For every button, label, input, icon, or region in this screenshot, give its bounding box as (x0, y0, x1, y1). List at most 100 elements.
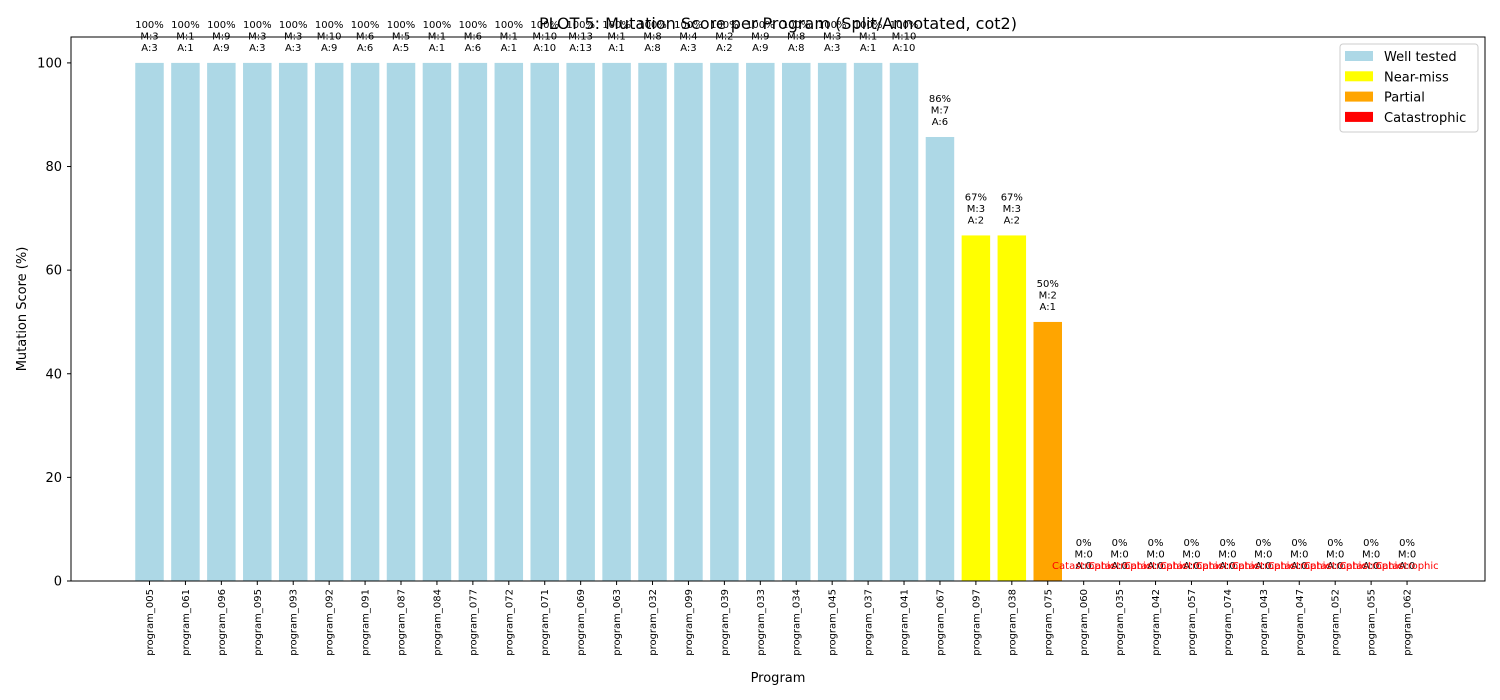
bar-program_087 (386, 62, 416, 581)
x-tick-label-program_096: program_096 (217, 589, 228, 656)
bar-label-program_052-2: A:0 (1327, 561, 1343, 572)
bar-program_091 (350, 62, 380, 581)
bar-label-program_095-0: 100% (243, 20, 272, 31)
bar-label-program_096-0: 100% (207, 20, 236, 31)
bar-label-program_096-2: A:9 (213, 43, 229, 54)
bar-program_038 (997, 235, 1027, 581)
bar-label-program_034-2: A:8 (788, 43, 804, 54)
x-tick-label-program_092: program_092 (325, 589, 336, 656)
bar-label-program_069-0: 100% (566, 20, 595, 31)
bar-program_071 (530, 62, 559, 581)
bar-label-program_062-0: 0% (1399, 538, 1415, 549)
bar-program_075 (1033, 321, 1062, 581)
bar-label-program_071-2: A:10 (533, 43, 556, 54)
bar-label-program_072-0: 100% (495, 20, 524, 31)
bar-label-program_045-2: A:3 (824, 43, 840, 54)
x-tick-label-program_038: program_038 (1007, 589, 1018, 656)
bar-label-program_092-0: 100% (315, 20, 344, 31)
bar-label-program_063-2: A:1 (608, 43, 624, 54)
x-axis: program_005 program_061 program_096 program… (145, 581, 1414, 656)
legend-label-cat: Catastrophic (1384, 111, 1466, 126)
x-tick-label-program_033: program_033 (756, 589, 767, 656)
bar-label-program_055-1: M:0 (1362, 550, 1380, 561)
x-tick-label-program_055: program_055 (1367, 589, 1378, 656)
bar-label-program_097-2: A:2 (968, 215, 984, 226)
bar-label-program_035-2: A:0 (1111, 561, 1127, 572)
x-tick-label-program_060: program_060 (1079, 589, 1090, 656)
bar-label-program_043-0: 0% (1255, 538, 1271, 549)
bar-program_034 (781, 62, 811, 581)
bar-label-program_099-0: 100% (674, 20, 703, 31)
bar-label-program_077-0: 100% (459, 20, 488, 31)
x-tick-label-program_042: program_042 (1151, 589, 1162, 656)
bar-label-program_067-0: 86% (929, 94, 951, 105)
y-tick-label-80: 80 (45, 160, 62, 175)
bar-label-program_087-2: A:5 (393, 43, 409, 54)
bar-label-program_067-2: A:6 (932, 117, 948, 128)
x-axis-title: Program (751, 671, 806, 686)
bars-layer (135, 62, 1062, 582)
x-tick-label-program_062: program_062 (1403, 589, 1414, 656)
bar-label-program_042-1: M:0 (1146, 550, 1164, 561)
bar-label-program_072-2: A:1 (501, 43, 517, 54)
x-tick-label-program_077: program_077 (468, 589, 479, 656)
legend-swatch-near (1345, 71, 1373, 82)
bar-label-program_034-0: 100% (782, 20, 811, 31)
bar-label-program_043-1: M:0 (1254, 550, 1272, 561)
bar-label-program_005-0: 100% (135, 20, 164, 31)
bar-program_037 (853, 62, 883, 581)
bar-label-program_055-0: 0% (1363, 538, 1379, 549)
bar-label-program_060-0: 0% (1076, 538, 1092, 549)
bar-program_005 (135, 62, 164, 581)
x-tick-label-program_034: program_034 (792, 589, 803, 656)
x-tick-label-program_072: program_072 (504, 589, 515, 656)
bar-label-program_041-0: 100% (890, 20, 919, 31)
x-tick-label-program_074: program_074 (1223, 589, 1234, 656)
bar-label-program_033-0: 100% (746, 20, 775, 31)
bar-label-program_074-2: A:0 (1219, 561, 1235, 572)
bar-label-program_084-0: 100% (423, 20, 452, 31)
x-tick-label-program_087: program_087 (397, 589, 408, 656)
catastrophic-label-program_043: Catastrophic (1232, 561, 1295, 572)
legend: Well tested Near-miss Partial Catastrophic (1339, 43, 1479, 133)
x-tick-label-program_069: program_069 (576, 589, 587, 656)
bar-program_039 (710, 62, 739, 581)
bar-label-program_093-2: A:3 (285, 43, 301, 54)
bar-label-program_075-2: A:1 (1040, 302, 1056, 313)
x-tick-label-program_047: program_047 (1295, 589, 1306, 656)
legend-box (1339, 43, 1479, 133)
x-tick-label-program_067: program_067 (935, 589, 946, 656)
bar-label-program_075-0: 50% (1037, 279, 1059, 290)
bar-program_033 (746, 62, 775, 581)
y-tick-label-0: 0 (54, 575, 62, 590)
bar-label-program_043-2: A:0 (1255, 561, 1271, 572)
bar-label-program_092-2: A:9 (321, 43, 337, 54)
catastrophic-label-program_047: Catastrophic (1268, 561, 1331, 572)
x-tick-label-program_091: program_091 (361, 589, 372, 656)
catastrophic-label-program_057: Catastrophic (1160, 561, 1223, 572)
x-tick-label-program_097: program_097 (971, 589, 982, 656)
bar-label-program_084-2: A:1 (429, 43, 445, 54)
bar-label-program_032-2: A:8 (644, 43, 660, 54)
bar-label-program_097-0: 67% (965, 192, 987, 203)
bar-program_061 (171, 62, 200, 581)
bar-program_093 (278, 62, 308, 581)
bar-label-program_041-2: A:10 (893, 43, 916, 54)
bar-program_041 (889, 62, 919, 581)
bar-label-program_042-2: A:0 (1147, 561, 1163, 572)
x-tick-label-program_071: program_071 (540, 589, 551, 656)
bar-label-program_061-0: 100% (171, 20, 200, 31)
bar-label-program_069-2: A:13 (569, 43, 592, 54)
y-axis-title: Mutation Score (%) (15, 247, 30, 372)
x-tick-label-program_037: program_037 (864, 589, 875, 656)
catastrophic-label-program_035: Catastrophic (1088, 561, 1151, 572)
x-tick-label-program_084: program_084 (432, 589, 443, 656)
x-tick-label-program_045: program_045 (828, 589, 839, 656)
bar-label-program_087-0: 100% (387, 20, 416, 31)
y-tick-label-100: 100 (37, 56, 62, 71)
bar-label-program_057-2: A:0 (1183, 561, 1199, 572)
bar-label-program_042-0: 0% (1148, 538, 1164, 549)
x-tick-label-program_032: program_032 (648, 589, 659, 656)
bar-label-program_091-2: A:6 (357, 43, 373, 54)
